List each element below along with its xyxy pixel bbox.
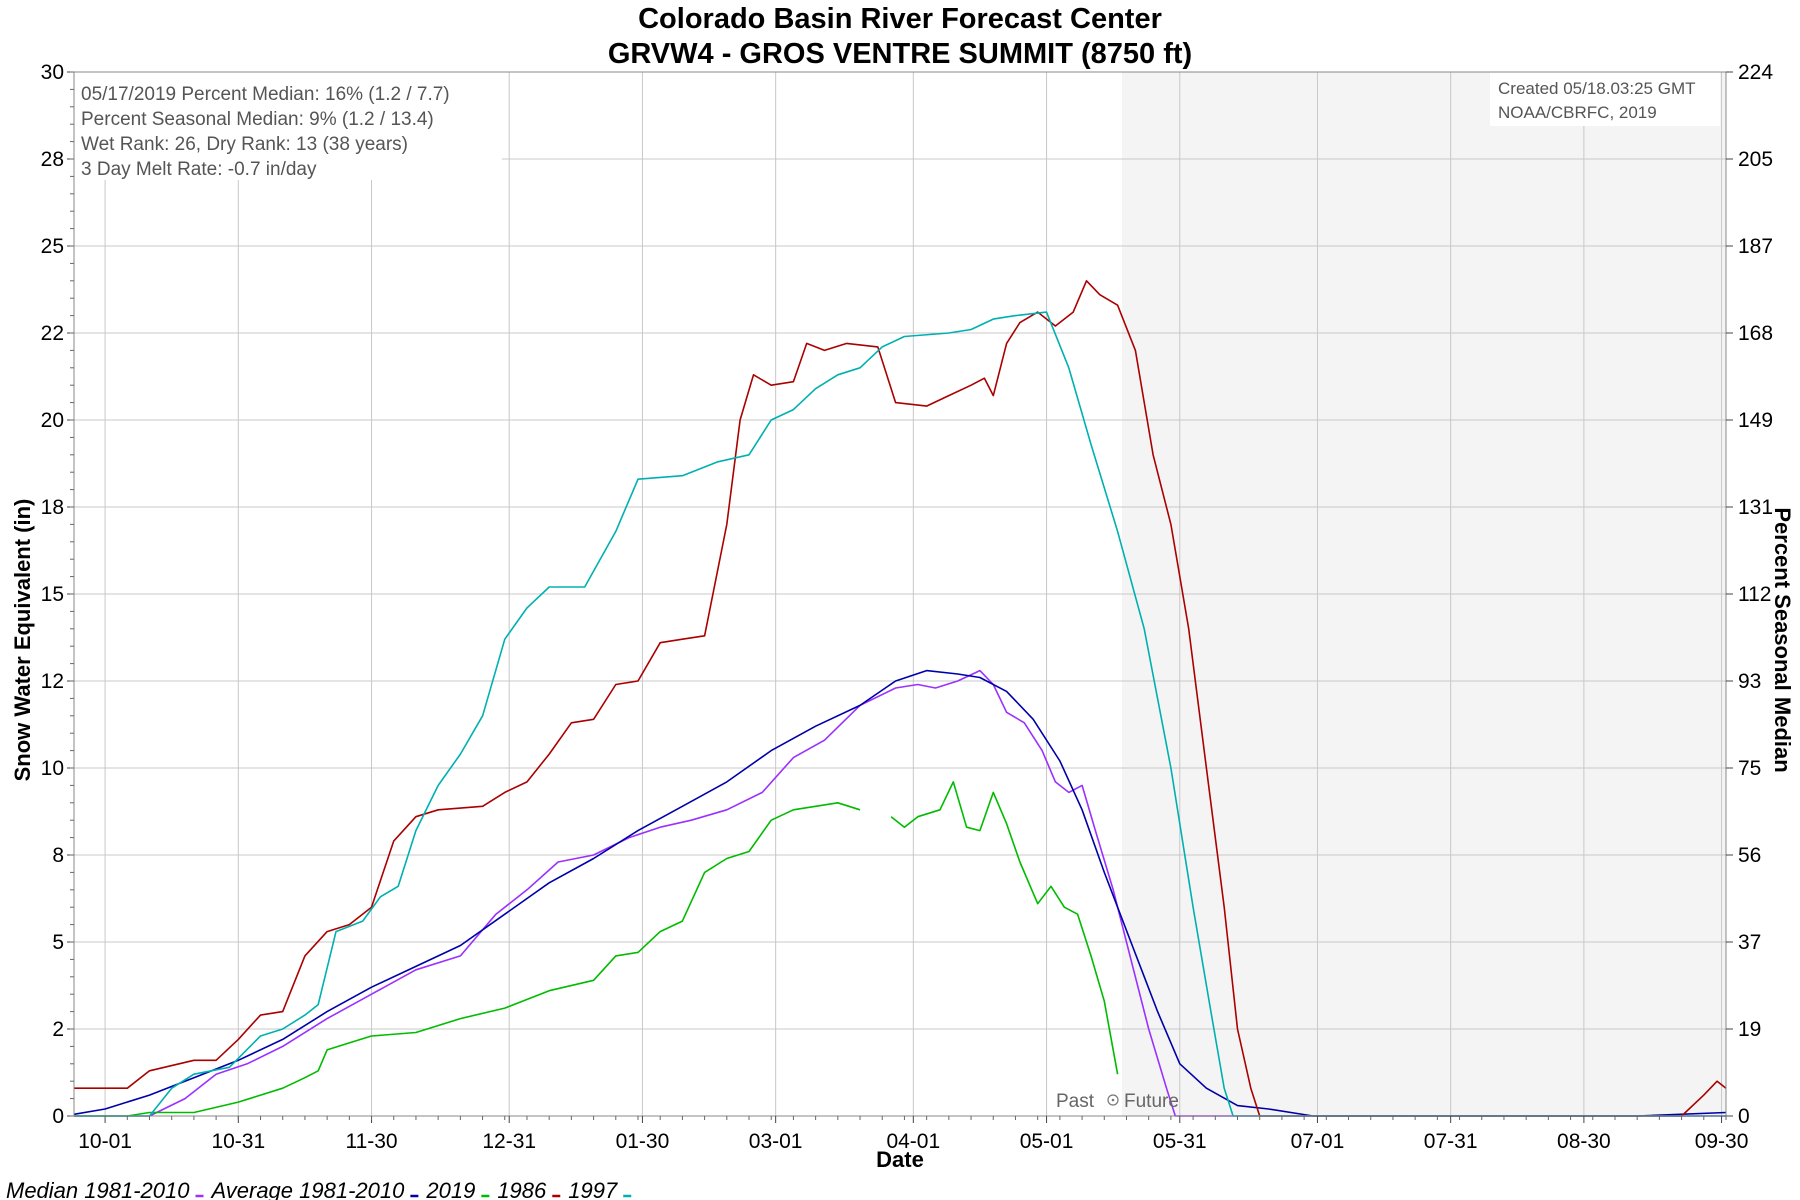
y2-tick-label: 168 bbox=[1738, 322, 1773, 345]
y2-tick-label: 224 bbox=[1738, 61, 1773, 84]
x-tick-label: 08-30 bbox=[1557, 1130, 1611, 1153]
legend-label-y1997: 1997 bbox=[568, 1178, 618, 1200]
series-line-y1997 bbox=[74, 311, 1726, 1117]
x-tick-label: 09-30 bbox=[1695, 1130, 1749, 1153]
x-tick-label: 05-01 bbox=[1020, 1130, 1074, 1153]
legend: Median 1981-2010 Average 1981-2010 2019 198… bbox=[6, 1178, 632, 1200]
legend-label-y1986: 1986 bbox=[497, 1178, 547, 1200]
y-tick-label: 15 bbox=[41, 583, 64, 606]
legend-label-y2019: 2019 bbox=[425, 1178, 475, 1200]
y-tick-label: 22 bbox=[41, 322, 64, 345]
y-tick-label: 12 bbox=[41, 670, 64, 693]
series-line-median bbox=[74, 669, 1726, 1117]
info-line-percent-median: 05/17/2019 Percent Median: 16% (1.2 / 7.… bbox=[81, 84, 450, 105]
series-layer bbox=[73, 280, 1727, 1117]
x-tick-label: 07-31 bbox=[1424, 1130, 1478, 1153]
series-line-average bbox=[73, 669, 1727, 1117]
y-tick-label: 8 bbox=[52, 844, 64, 867]
y-tick-label: 2 bbox=[52, 1018, 64, 1041]
x-tick-label: 03-01 bbox=[749, 1130, 803, 1153]
credit-org: NOAA/CBRFC, 2019 bbox=[1498, 103, 1657, 122]
legend-label-median: Median 1981-2010 bbox=[6, 1178, 190, 1200]
y2-tick-label: 93 bbox=[1738, 670, 1761, 693]
y2-tick-label: 205 bbox=[1738, 148, 1773, 171]
y2-tick-label: 187 bbox=[1738, 235, 1773, 258]
y-axis-title: Snow Water Equivalent (in) bbox=[10, 499, 35, 782]
y-tick-label: 20 bbox=[41, 409, 64, 432]
info-line-rank: Wet Rank: 26, Dry Rank: 13 (38 years) bbox=[81, 134, 408, 155]
x-tick-label: 10-31 bbox=[211, 1130, 265, 1153]
series-line-y2019 bbox=[74, 781, 1119, 1117]
future-label: Future bbox=[1124, 1091, 1179, 1112]
y-tick-label: 10 bbox=[41, 757, 64, 780]
grid-lines bbox=[74, 71, 1726, 1117]
past-future-marker bbox=[1107, 1094, 1119, 1106]
y2-tick-label: 131 bbox=[1738, 496, 1773, 519]
y2-tick-label: 75 bbox=[1738, 757, 1761, 780]
axis-ticks: 0 0 2 19 5 37 8 56 10 75 12 93 15 112 18 131 20 149 22 168 2… bbox=[41, 61, 1774, 1153]
y-tick-label: 5 bbox=[52, 931, 64, 954]
chart-subtitle: GRVW4 - GROS VENTRE SUMMIT (8750 ft) bbox=[608, 38, 1192, 70]
y-tick-label: 25 bbox=[41, 235, 64, 258]
y-tick-label: 18 bbox=[41, 496, 64, 519]
y2-axis-title: Percent Seasonal Median bbox=[1770, 507, 1795, 772]
x-tick-label: 12-31 bbox=[482, 1130, 536, 1153]
credit-box bbox=[1490, 72, 1720, 126]
credit-created: Created 05/18.03:25 GMT bbox=[1498, 79, 1696, 98]
series-line-y1986 bbox=[74, 280, 1727, 1117]
x-tick-label: 07-01 bbox=[1291, 1130, 1345, 1153]
x-tick-label: 04-01 bbox=[886, 1130, 940, 1153]
past-future-marker-dot bbox=[1111, 1098, 1115, 1102]
y2-tick-label: 56 bbox=[1738, 844, 1761, 867]
info-box bbox=[72, 72, 502, 180]
y-tick-label: 28 bbox=[41, 148, 64, 171]
chart-title: Colorado Basin River Forecast Center bbox=[638, 3, 1162, 35]
past-label: Past bbox=[1056, 1091, 1095, 1112]
y2-tick-label: 19 bbox=[1738, 1018, 1761, 1041]
info-line-seasonal-median: Percent Seasonal Median: 9% (1.2 / 13.4) bbox=[81, 109, 434, 130]
y2-tick-label: 0 bbox=[1738, 1105, 1750, 1128]
x-tick-label: 01-30 bbox=[616, 1130, 670, 1153]
y2-tick-label: 149 bbox=[1738, 409, 1773, 432]
y2-tick-label: 112 bbox=[1738, 583, 1771, 606]
x-tick-label: 10-01 bbox=[78, 1130, 132, 1153]
x-tick-label: 11-30 bbox=[345, 1130, 397, 1153]
legend-label-average: Average 1981-2010 bbox=[209, 1178, 405, 1200]
x-tick-label: 05-31 bbox=[1153, 1130, 1207, 1153]
info-line-melt-rate: 3 Day Melt Rate: -0.7 in/day bbox=[81, 159, 317, 180]
x-axis-title: Date bbox=[876, 1147, 924, 1172]
y-tick-label: 0 bbox=[52, 1105, 64, 1128]
y2-tick-label: 37 bbox=[1738, 931, 1761, 954]
y-tick-label: 30 bbox=[41, 61, 64, 84]
